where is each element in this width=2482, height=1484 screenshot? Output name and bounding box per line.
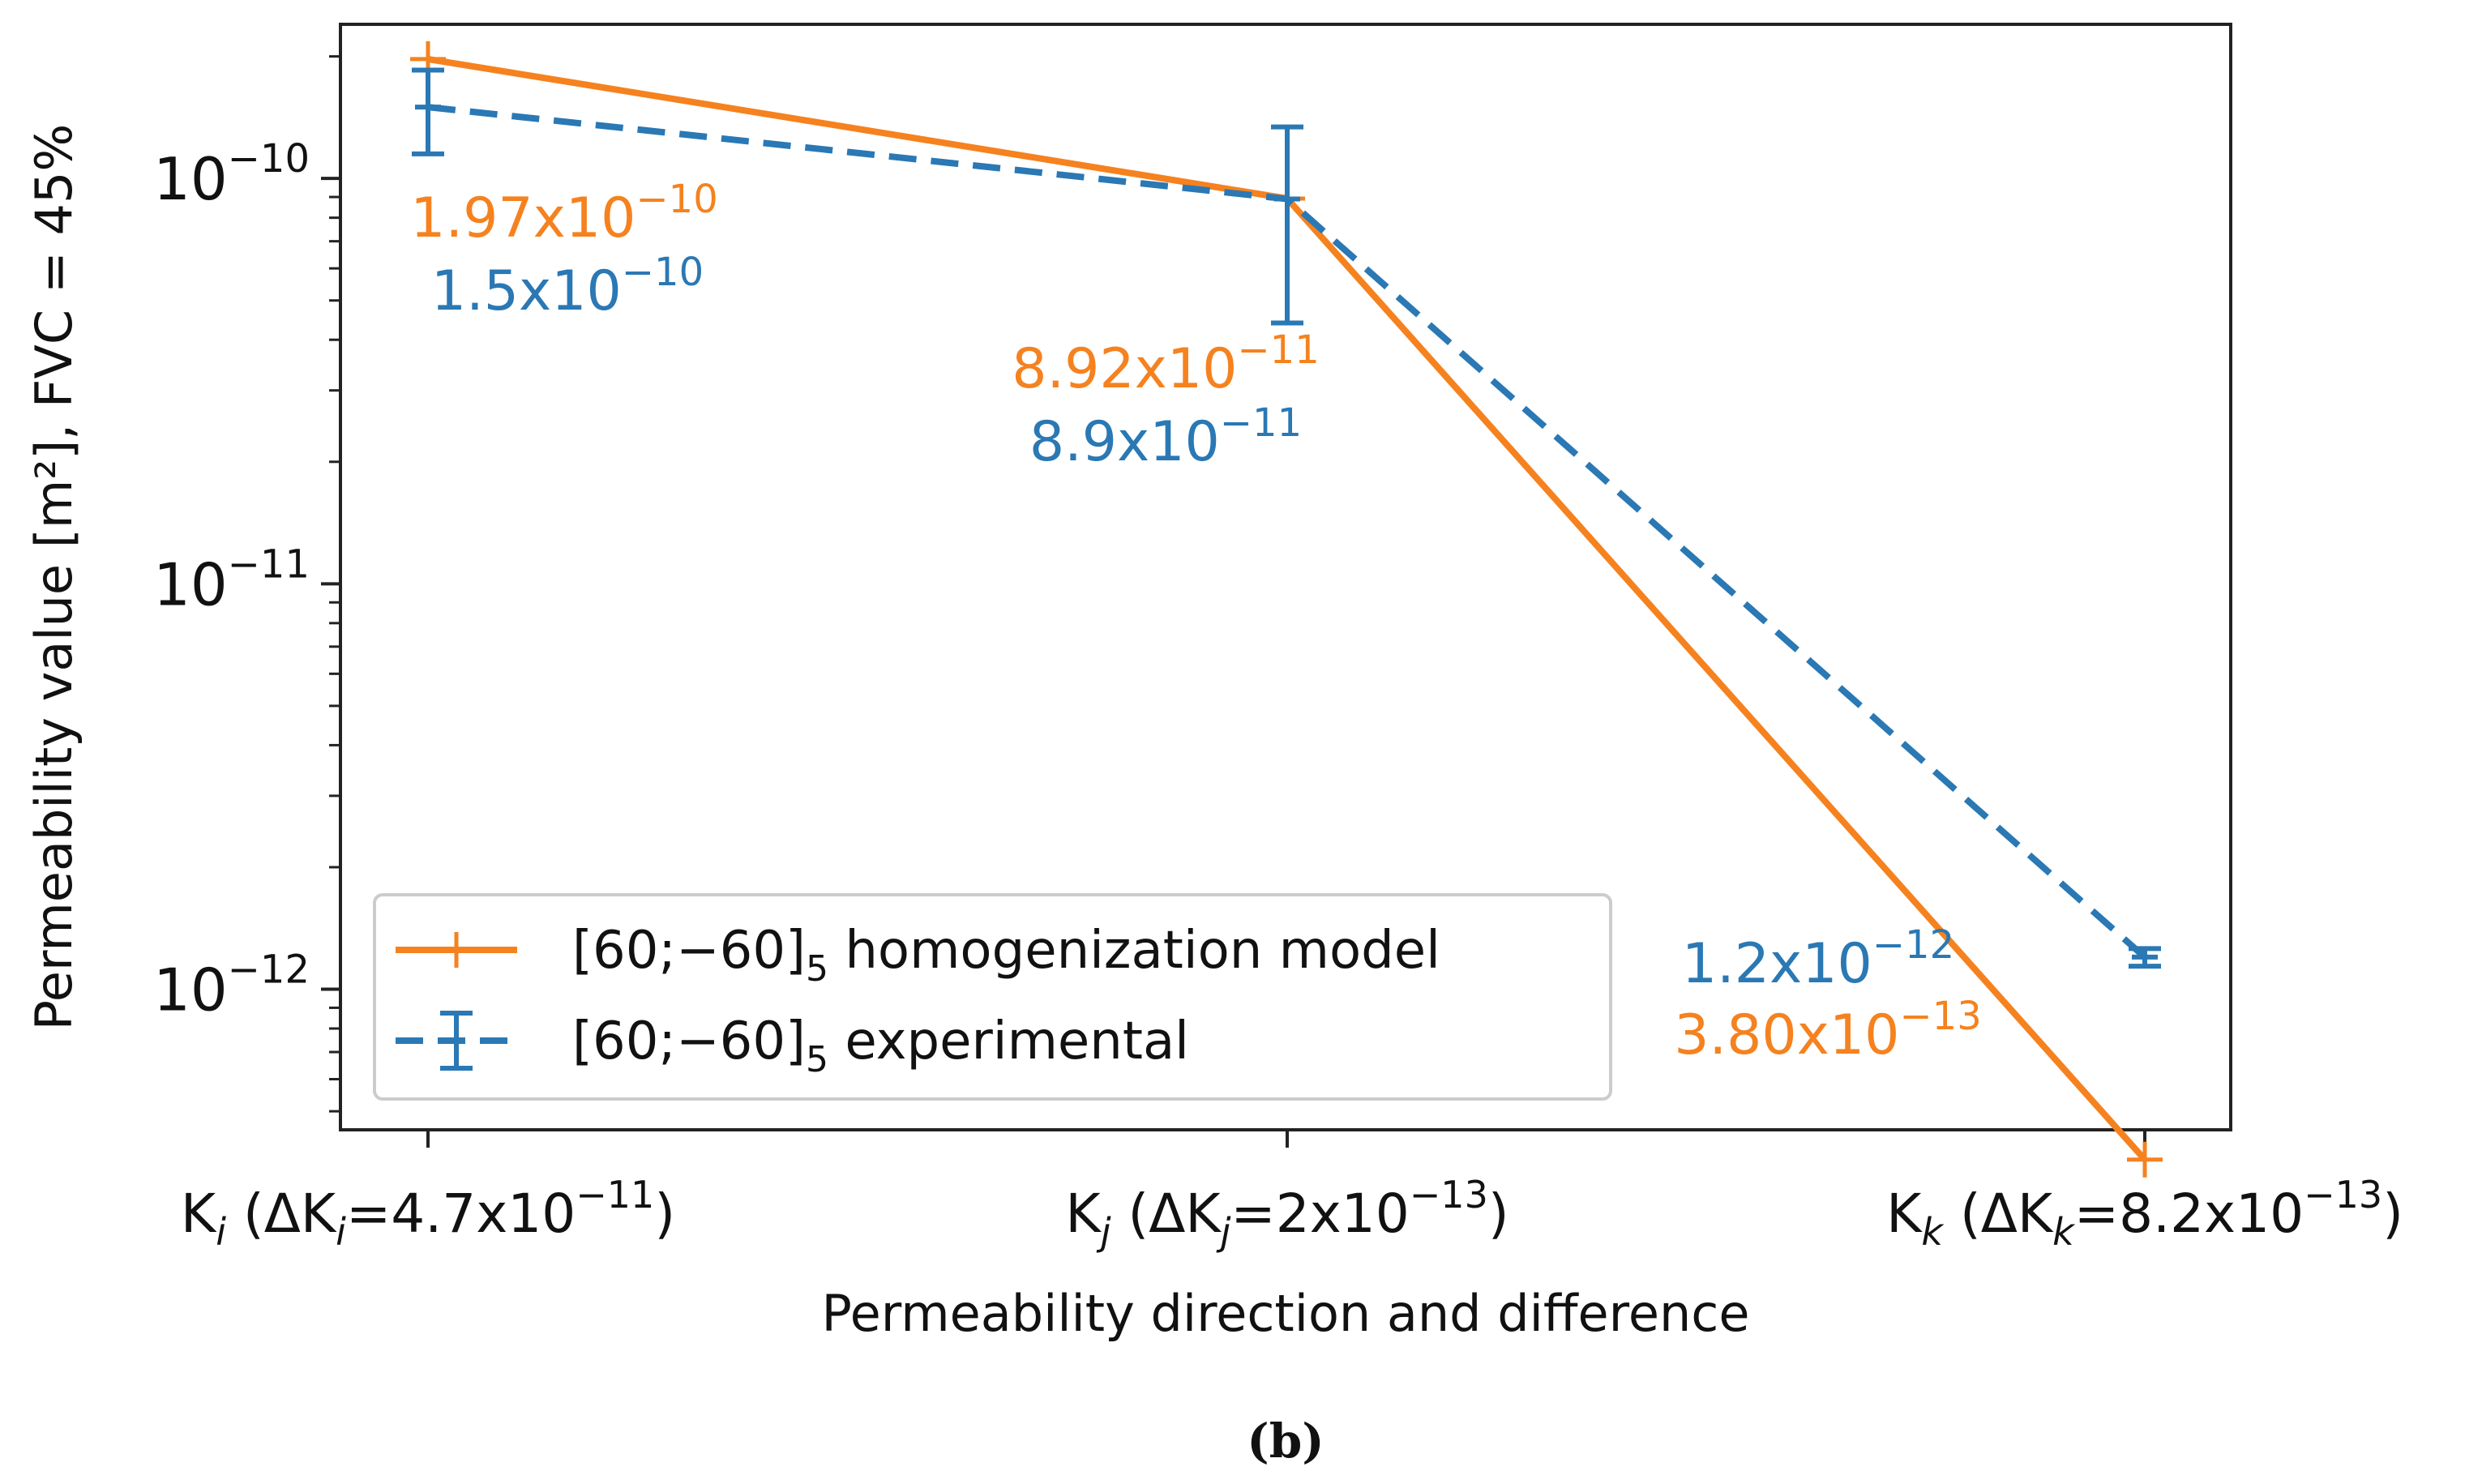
- legend-label-1: [60;−60]5 experimental: [572, 1011, 1189, 1080]
- x-label-part: (ΔK: [226, 1182, 337, 1245]
- y-tick-label: 10−11: [153, 541, 310, 618]
- value-label: 8.9x10−11: [1029, 400, 1302, 474]
- x-label-part: =4.7x10: [346, 1182, 576, 1245]
- legend-label-sub: 5: [806, 948, 828, 990]
- x-label-part: ): [1488, 1182, 1509, 1245]
- value-label: 3.80x10−13: [1674, 994, 1981, 1067]
- x-tick-label: Kj (ΔKj=2x10−13): [1065, 1173, 1508, 1254]
- x-label-part: =8.2x10: [2074, 1182, 2304, 1245]
- x-label-part: ): [654, 1182, 675, 1245]
- value-label: 1.2x10−12: [1682, 922, 1954, 996]
- value-label-mantissa: 1.5x10: [431, 259, 622, 323]
- x-label-part: K: [1886, 1182, 1923, 1245]
- x-axis-title: Permeability direction and difference: [821, 1284, 1749, 1343]
- legend: [60;−60]5 homogenization model[60;−60]5 …: [373, 893, 1612, 1101]
- y-minor-ticks: [329, 55, 340, 1113]
- value-label-mantissa: 8.92x10: [1012, 337, 1237, 401]
- value-label: 8.92x10−11: [1012, 327, 1319, 401]
- legend-label-rest: experimental: [828, 1011, 1189, 1071]
- data-annotations: 1.97x10−108.92x10−113.80x10−131.5x10−108…: [410, 177, 1981, 1067]
- y-tick-exponent: −10: [228, 136, 310, 182]
- legend-box: [373, 893, 1612, 1101]
- legend-label-rest: homogenization model: [828, 921, 1440, 981]
- value-label: 1.5x10−10: [431, 250, 704, 323]
- value-label-exponent: −11: [1220, 400, 1302, 446]
- legend-label-sub: 5: [806, 1039, 828, 1080]
- x-label-sub: i: [336, 1210, 346, 1254]
- x-label-exponent: −13: [2304, 1173, 2382, 1217]
- x-label-exponent: −13: [1410, 1173, 1488, 1217]
- legend-label-base: [60;−60]: [572, 1011, 806, 1071]
- x-ticks: Ki (ΔKi=4.7x10−11) Kj (ΔKj=2x10−13) Kk (ΔK…: [181, 1130, 2403, 1254]
- y-tick-exponent: −12: [228, 947, 310, 993]
- value-label-mantissa: 8.9x10: [1029, 410, 1220, 474]
- value-label-exponent: −12: [1872, 922, 1954, 968]
- x-tick-label: Kk (ΔKk=8.2x10−13): [1886, 1173, 2403, 1254]
- x-label-part: =2x10: [1230, 1182, 1409, 1245]
- series-layer: [410, 41, 2163, 1178]
- x-label-sub: k: [1921, 1210, 1945, 1254]
- value-label-exponent: −10: [635, 177, 717, 222]
- y-tick-base: 10: [153, 550, 228, 618]
- value-label-mantissa: 1.97x10: [410, 186, 635, 250]
- y-axis-title: Permeability value [m²], FVC = 45%: [24, 124, 83, 1031]
- x-label-exponent: −11: [576, 1173, 654, 1217]
- value-label-mantissa: 1.2x10: [1682, 932, 1872, 996]
- value-label-exponent: −10: [622, 250, 704, 295]
- y-tick-base: 10: [153, 956, 228, 1024]
- y-tick-exponent: −11: [228, 541, 310, 587]
- x-label-sub: k: [2052, 1210, 2076, 1254]
- x-label-part: K: [181, 1182, 217, 1245]
- x-label-sub: i: [216, 1210, 226, 1254]
- figure-caption: (b): [1247, 1413, 1324, 1469]
- value-label: 1.97x10−10: [410, 177, 717, 250]
- legend-label-0: [60;−60]5 homogenization model: [572, 921, 1440, 990]
- y-tick-base: 10: [153, 145, 228, 213]
- value-label-mantissa: 3.80x10: [1674, 1003, 1899, 1067]
- x-label-part: (ΔK: [1943, 1182, 2054, 1245]
- x-label-part: (ΔK: [1110, 1182, 1222, 1245]
- y-tick-label: 10−12: [153, 947, 310, 1024]
- x-label-part: ): [2382, 1182, 2403, 1245]
- x-tick-label: Ki (ΔKi=4.7x10−11): [181, 1173, 675, 1254]
- value-label-exponent: −13: [1899, 994, 1981, 1039]
- value-label-exponent: −11: [1237, 327, 1319, 373]
- x-label-part: K: [1065, 1182, 1102, 1245]
- y-tick-label: 10−10: [153, 136, 310, 213]
- legend-label-base: [60;−60]: [572, 921, 806, 981]
